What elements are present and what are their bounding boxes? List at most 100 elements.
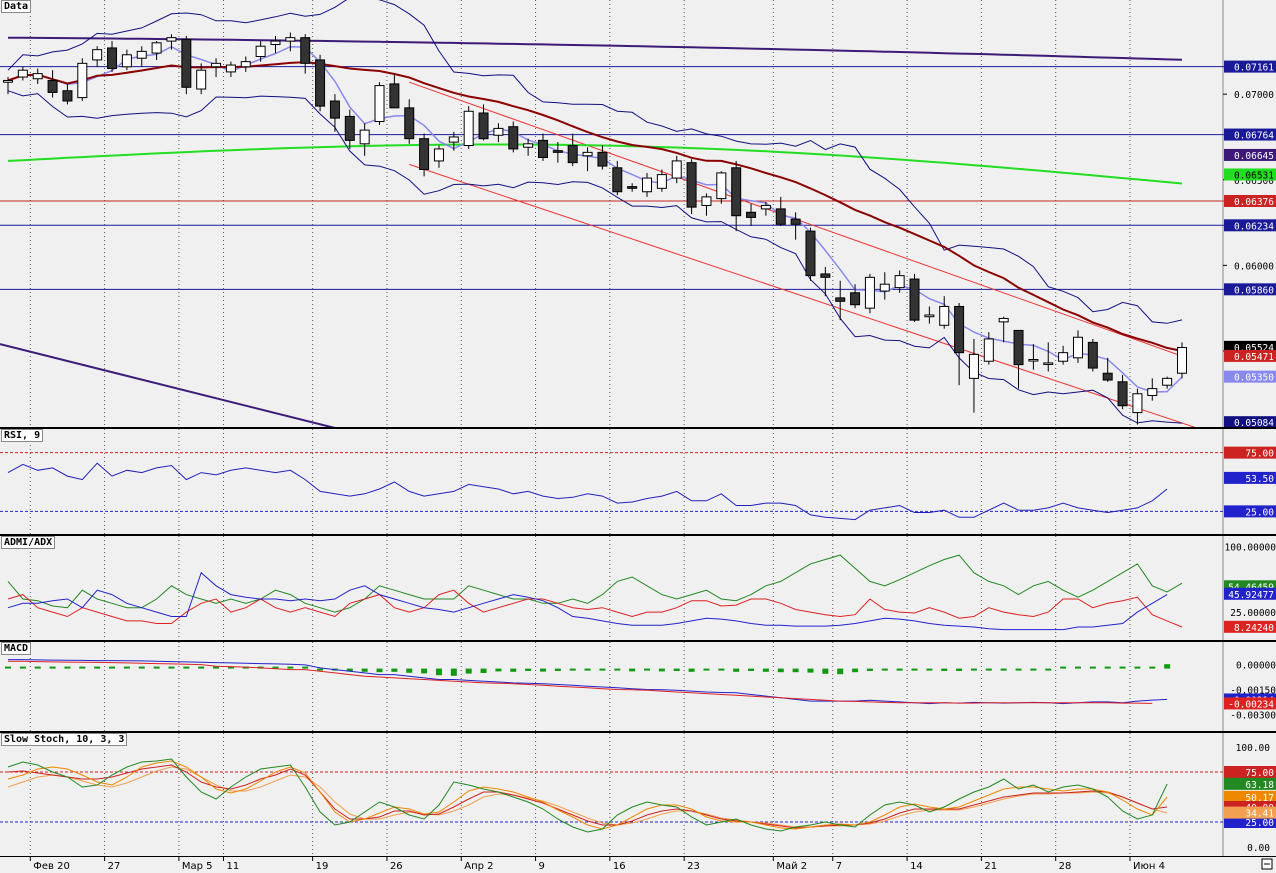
price-pane[interactable]: Data 0.070000.065000.060000.055000.07161…	[0, 0, 1276, 428]
candle-body	[790, 218, 801, 225]
candle-body	[181, 38, 192, 88]
candle-body	[1072, 336, 1083, 359]
candle-body	[196, 69, 207, 90]
macd-chart[interactable]: 0.00000-0.00150-0.00300-0.00214-0.00234	[0, 642, 1276, 732]
stoch-tick-label: 100.00	[1236, 743, 1271, 754]
rsi-level-label-bg	[1224, 446, 1276, 459]
candle-body	[493, 127, 504, 136]
rsi-line	[7, 462, 1168, 521]
adx-minus-di-line	[7, 589, 1183, 628]
macd-histogram-bar	[109, 666, 116, 669]
candle-body	[92, 49, 103, 61]
candle-body	[909, 278, 920, 321]
price-value-badge-bg	[1224, 416, 1276, 428]
stoch-level-label-bg	[1224, 766, 1276, 778]
date-label: 28	[1059, 861, 1072, 872]
candle-body	[582, 151, 593, 157]
macd-histogram-bar	[302, 666, 309, 669]
macd-histogram-bar	[1134, 666, 1141, 669]
date-label: Фев 20	[33, 861, 70, 872]
macd-histogram-bar	[1015, 668, 1022, 671]
macd-histogram-bar	[525, 668, 532, 671]
date-label: 11	[226, 861, 239, 872]
stoch-level-label-bg	[1224, 816, 1276, 828]
pane-divider[interactable]	[0, 427, 1276, 429]
macd-histogram-bar	[1000, 668, 1007, 671]
price-level-label: 0.06376	[1234, 197, 1274, 208]
macd-histogram-bar	[376, 668, 383, 673]
stoch-level-label: 75.00	[1245, 768, 1274, 779]
candle-body	[820, 273, 831, 278]
macd-histogram-bar	[1074, 666, 1081, 669]
candle-body	[701, 196, 712, 206]
macd-histogram-bar	[406, 668, 413, 673]
adx-value-badge: 8.24240	[1234, 623, 1274, 634]
macd-histogram-bar	[138, 666, 145, 669]
date-label: 26	[390, 861, 403, 872]
date-label: 7	[836, 861, 842, 872]
macd-signal-line	[8, 660, 1153, 704]
price-chart[interactable]: 0.070000.065000.060000.055000.071610.067…	[0, 0, 1276, 428]
adx-value-badge: 45.92477	[1228, 590, 1274, 601]
stoch-pane[interactable]: Slow Stoch, 10, 3, 3 100.00 0.00 75.00 25.0…	[0, 733, 1276, 856]
candle-body	[805, 230, 816, 277]
macd-histogram-bar	[584, 668, 591, 671]
macd-histogram-bar	[495, 668, 502, 672]
macd-histogram-bar	[1104, 666, 1111, 669]
macd-histogram-bar	[213, 666, 220, 669]
adx-main-line	[7, 571, 1168, 631]
macd-histogram-bar	[703, 668, 710, 671]
stoch-extra-line	[7, 766, 1168, 828]
trendline-long	[0, 343, 336, 428]
stoch-tick-label: 0.00	[1247, 843, 1270, 854]
bollinger-lower-line	[7, 90, 1183, 424]
candle-body	[433, 148, 444, 162]
candle-body	[552, 150, 563, 153]
pane-divider[interactable]	[0, 534, 1276, 536]
candle-body	[924, 314, 935, 318]
stoch-value-badge: 34.41	[1245, 809, 1274, 820]
adx-pane[interactable]: ADMI/ADX 100.0000025.0000054.4645945.924…	[0, 536, 1276, 640]
price-value-badge-bg	[1224, 148, 1276, 161]
candle-body	[864, 276, 875, 309]
pane-divider[interactable]	[0, 731, 1276, 733]
candle-body	[523, 143, 534, 148]
candle-body	[121, 54, 132, 68]
candle-body	[463, 110, 474, 147]
candle-body	[62, 90, 73, 102]
pane-divider[interactable]	[0, 640, 1276, 642]
date-axis[interactable]: Фев 20 27 Мар 5 11 19 26 Апр 2 9 16 23 Май 2 7 14 21 2…	[0, 856, 1276, 873]
candle-body	[686, 162, 697, 208]
candle-body	[894, 275, 905, 289]
macd-histogram-bar	[1119, 666, 1126, 669]
candle-body	[746, 211, 757, 218]
price-value-badge: 0.06531	[1234, 170, 1274, 181]
date-label: Мар 5	[182, 861, 213, 872]
candle-body	[77, 62, 88, 99]
macd-histogram-bar	[926, 668, 933, 671]
candle-body	[1058, 352, 1069, 362]
macd-histogram-bar	[554, 668, 561, 671]
price-level-label-bg	[1224, 194, 1276, 207]
candle-body	[656, 174, 667, 189]
macd-histogram-bar	[227, 666, 234, 669]
macd-histogram-bar	[852, 668, 859, 673]
candle-body	[1162, 377, 1173, 386]
price-value-badge: 0.05350	[1234, 373, 1274, 384]
candle-body	[389, 83, 400, 109]
candle-body	[359, 129, 370, 145]
rsi-pane[interactable]: RSI, 9 75.00 25.00 53.50	[0, 429, 1276, 535]
macd-histogram-bar	[762, 668, 769, 672]
macd-histogram-bar	[807, 668, 814, 673]
rsi-chart[interactable]: 75.00 25.00 53.50	[0, 429, 1276, 535]
date-label: Апр 2	[464, 861, 493, 872]
candle-body	[567, 145, 578, 164]
ma-mid-line	[7, 61, 1183, 352]
macd-histogram-bar	[5, 666, 11, 669]
candle-body	[1117, 381, 1128, 407]
macd-pane[interactable]: MACD 0.00000-0.00150-0.00300-0.00214-0.0…	[0, 642, 1276, 732]
macd-histogram-bar	[79, 666, 86, 669]
macd-histogram-bar	[287, 666, 294, 669]
